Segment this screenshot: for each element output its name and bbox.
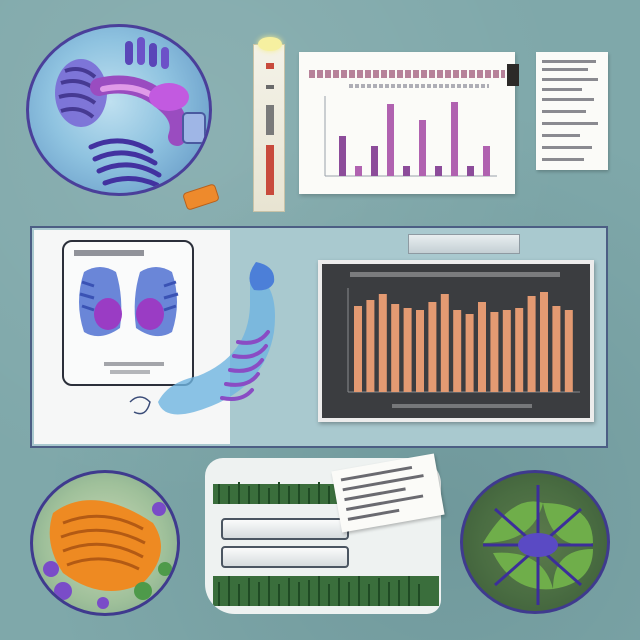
thermometer-strip: [253, 37, 285, 212]
top-chart-subtitle-scribble: [349, 84, 489, 88]
top-chart-bar: [403, 166, 410, 176]
note-line: [542, 60, 596, 63]
dark-chart-bar: [478, 302, 486, 392]
note-line: [542, 122, 598, 125]
dark-chart-bar: [527, 296, 536, 392]
dark-chart-bar: [540, 292, 548, 392]
note-line: [542, 88, 582, 91]
lung-anatomy-icon: [55, 37, 206, 188]
top-chart-bar: [387, 104, 394, 176]
spine-icon: [158, 272, 275, 415]
bottom-right-label: [504, 456, 584, 470]
middle-caption-right: [440, 432, 486, 444]
bottom-left-label: [66, 456, 146, 470]
dark-chart-bar: [465, 314, 474, 392]
lung-diagram-frame: [62, 240, 194, 386]
top-bar-chart: [324, 96, 497, 177]
dark-chart-bar: [354, 306, 362, 392]
middle-caption-left: [320, 432, 360, 444]
note-line: [542, 68, 588, 71]
spine-illustration: [129, 262, 275, 415]
dark-chart-bar: [416, 310, 424, 392]
top-chart-bar: [419, 120, 426, 176]
dark-chart-bar: [490, 312, 499, 392]
thermometer-cap: [258, 37, 282, 51]
top-chart-title-scribble: [309, 70, 505, 78]
note-line: [542, 146, 592, 149]
leaf-circle-bottom-right: [460, 470, 610, 614]
dark-chart-bar: [515, 308, 524, 392]
top-chart-bar: [451, 102, 458, 176]
note-line: [542, 98, 594, 101]
top-card-clip: [507, 64, 519, 86]
dark-bar-chart-card: [318, 260, 594, 422]
top-chart-bar: [467, 166, 474, 176]
dark-chart-bar: [428, 302, 437, 392]
top-chart-bar: [355, 166, 362, 176]
forest-label-bar-top: [221, 518, 349, 540]
orange-tag: [182, 183, 220, 211]
dark-chart-bar: [564, 310, 573, 392]
dark-chart-bar: [502, 310, 511, 392]
dark-chart-bar: [378, 294, 387, 392]
forest-label-bar-bottom: [221, 546, 349, 568]
note-line: [542, 78, 598, 81]
note-line: [542, 134, 580, 137]
note-line: [542, 158, 584, 161]
thermometer-mark: [266, 85, 274, 89]
top-chart-card: [299, 52, 515, 194]
dark-chart-bar: [552, 306, 561, 392]
top-chart-bar: [483, 146, 490, 176]
spine-top-icon: [249, 262, 275, 291]
dark-chart-bar: [453, 310, 462, 392]
receipt-paper: [331, 453, 445, 533]
leaf-icon: [483, 485, 593, 605]
forest-panel: [205, 458, 441, 614]
corner-label: [526, 30, 610, 46]
thermometer-fill: [266, 145, 274, 195]
anatomy-circle-bottom-left: [30, 470, 180, 616]
thermometer-mark: [266, 105, 274, 135]
dark-chart-bar: [403, 308, 412, 392]
anatomy-circle-top-left: [26, 24, 212, 196]
dark-chart-bar: [366, 300, 375, 392]
note-paper: [536, 52, 608, 170]
spine-icon: [43, 500, 172, 609]
dark-chart-bar: [391, 304, 400, 392]
dark-chart-bar: [440, 294, 449, 392]
thermometer-mark: [266, 63, 274, 69]
top-chart-bar: [371, 146, 378, 176]
top-chart-bar: [339, 136, 346, 176]
dark-bar-chart: [347, 272, 580, 408]
lung-anatomy-icon: [74, 250, 179, 374]
top-chart-bar: [435, 166, 442, 176]
note-line: [542, 110, 586, 113]
middle-top-bar: [408, 234, 520, 254]
